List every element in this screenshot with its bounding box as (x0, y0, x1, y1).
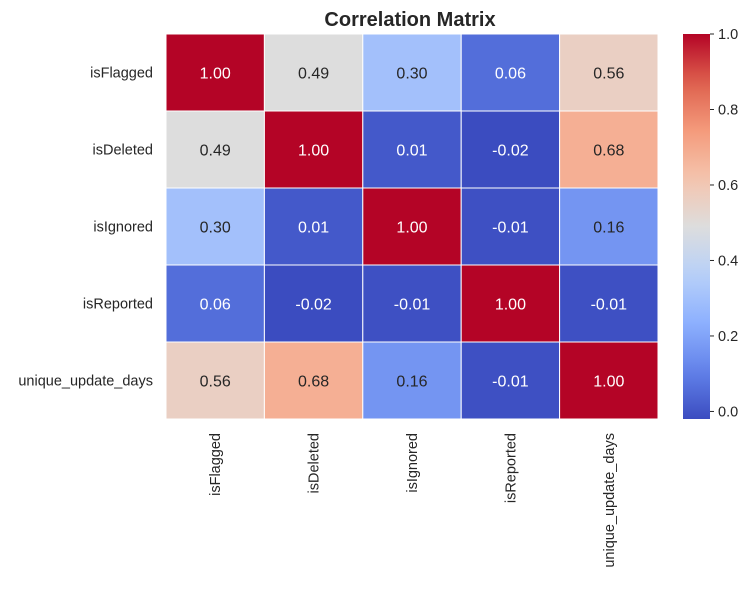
cell-annotation-2-1: 0.01 (298, 220, 329, 237)
y-tick-label-4: unique_update_days (18, 374, 153, 390)
heatmap-cell-2-3 (460, 187, 561, 266)
colorbar-tick-label-5: 1.0 (718, 27, 738, 43)
cell-annotations: 1.00 0.49 0.30 0.06 0.56 0.49 1.00 0.01 -0.02 0.6… (200, 66, 628, 391)
cell-annotation-1-4: 0.68 (593, 143, 624, 160)
cell-annotation-1-2: 0.01 (396, 143, 427, 160)
x-tick-label-4: unique_update_days (602, 433, 618, 568)
cell-annotation-4-3: -0.01 (492, 374, 529, 391)
cell-annotation-4-2: 0.16 (396, 374, 427, 391)
cell-annotation-4-1: 0.68 (298, 374, 329, 391)
y-axis-tick-labels: isFlagged isDeleted isIgnored isReported uni… (18, 66, 153, 390)
heatmap-cell-0-0 (165, 33, 265, 112)
colorbar: 0.0 0.2 0.4 0.6 0.8 1.0 (683, 27, 738, 420)
chart-title: Correlation Matrix (324, 9, 495, 31)
heatmap-cell-3-2 (362, 264, 462, 343)
cell-annotation-3-0: 0.06 (200, 297, 231, 314)
heatmap-cell-1-0 (165, 110, 265, 189)
x-tick-label-1: isDeleted (307, 433, 323, 493)
colorbar-tick-label-4: 0.8 (718, 102, 738, 118)
cell-annotation-4-0: 0.56 (200, 374, 231, 391)
heatmap-cell-4-0 (165, 341, 265, 420)
heatmap-cell-0-1 (263, 33, 364, 112)
y-tick-label-2: isIgnored (93, 220, 153, 236)
cell-annotation-0-0: 1.00 (200, 66, 231, 83)
heatmap-cell-3-3 (460, 264, 561, 343)
cell-annotation-0-2: 0.30 (396, 66, 427, 83)
heatmap-cell-3-0 (165, 264, 265, 343)
cell-annotation-2-0: 0.30 (200, 220, 231, 237)
x-axis-tick-labels: isFlagged isDeleted isIgnored isReported uni… (208, 433, 618, 568)
cell-annotation-2-3: -0.01 (492, 220, 529, 237)
colorbar-tick-label-0: 0.0 (718, 404, 738, 420)
colorbar-tick-label-3: 0.6 (718, 178, 738, 194)
heatmap-cell-0-4 (559, 33, 659, 112)
x-tick-label-0: isFlagged (208, 433, 224, 496)
heatmap-cell-4-4 (559, 341, 659, 420)
heatmap-cell-2-1 (263, 187, 364, 266)
cell-annotation-0-1: 0.49 (298, 66, 329, 83)
heatmap-cell-2-4 (559, 187, 659, 266)
cell-annotation-4-4: 1.00 (593, 374, 624, 391)
colorbar-tick-label-2: 0.4 (718, 253, 738, 269)
cell-annotation-3-4: -0.01 (591, 297, 628, 314)
y-tick-label-0: isFlagged (90, 66, 153, 82)
heatmap-cell-4-1 (263, 341, 364, 420)
cell-annotation-3-2: -0.01 (394, 297, 431, 314)
cell-annotation-3-1: -0.02 (295, 297, 332, 314)
heatmap-cell-0-2 (362, 33, 462, 112)
y-tick-label-3: isReported (83, 297, 153, 313)
cell-annotation-1-0: 0.49 (200, 143, 231, 160)
x-tick-label-2: isIgnored (405, 433, 421, 493)
heatmap-cell-3-1 (263, 264, 364, 343)
cell-annotation-1-1: 1.00 (298, 143, 329, 160)
y-tick-label-1: isDeleted (93, 143, 153, 159)
cell-annotation-2-4: 0.16 (593, 220, 624, 237)
cell-annotation-1-3: -0.02 (492, 143, 529, 160)
heatmap-cells (165, 33, 659, 420)
heatmap-cell-3-4 (559, 264, 659, 343)
colorbar-tick-label-1: 0.2 (718, 329, 738, 345)
cell-annotation-0-4: 0.56 (593, 66, 624, 83)
heatmap-cell-0-3 (460, 33, 561, 112)
heatmap-cell-1-4 (559, 110, 659, 189)
heatmap-cell-1-2 (362, 110, 462, 189)
heatmap-cell-4-2 (362, 341, 462, 420)
colorbar-gradient (683, 34, 710, 419)
cell-annotation-2-2: 1.00 (396, 220, 427, 237)
heatmap-cell-2-2 (362, 187, 462, 266)
cell-annotation-3-3: 1.00 (495, 297, 526, 314)
cell-annotation-0-3: 0.06 (495, 66, 526, 83)
x-tick-label-3: isReported (503, 433, 519, 503)
